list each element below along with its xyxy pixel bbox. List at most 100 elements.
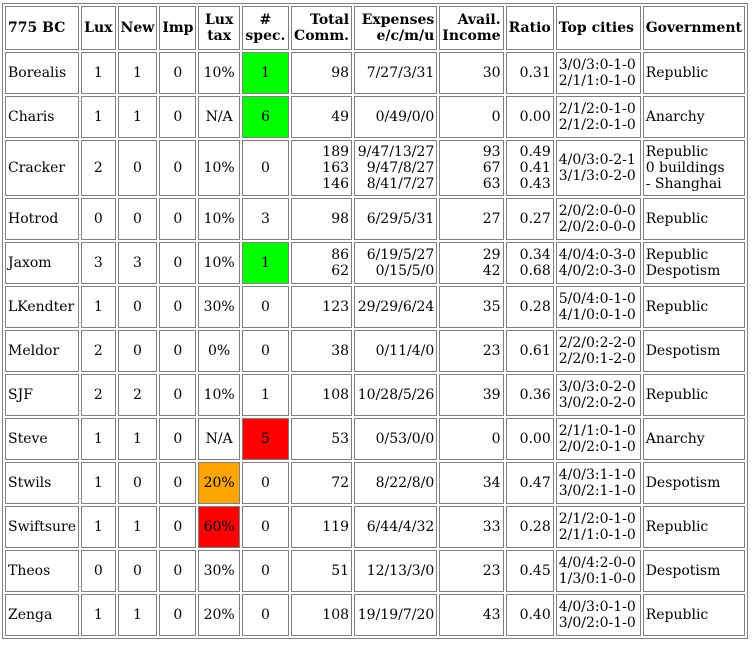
ratio-cell: 0.40 [505,594,554,636]
total-comm-cell: 38 [291,330,353,372]
top-cities-cell: 4/0/3:1-1-0 3/0/2:1-1-0 [555,462,641,504]
top-cities-cell-line: 3/0/2:0-2-0 [558,395,636,411]
lux-tax-cell: N/A [198,418,240,460]
lux-tax-cell: 0% [198,330,240,372]
header-lux-tax: Lux tax [198,6,240,50]
lux-cell: 1 [81,594,116,636]
avail-income-cell-line: 35 [482,299,501,315]
imp-cell: 0 [159,242,197,284]
total-comm-cell: 51 [291,550,353,592]
header-avail-income-line2: Income [442,28,501,44]
new-cell: 0 [117,330,158,372]
lux-tax-cell: 10% [198,374,240,416]
government-cell: Republic [642,198,745,240]
total-comm-cell-line: 49 [331,109,350,125]
new-cell: 1 [117,96,158,138]
government-cell: Republic [642,52,745,94]
top-cities-cell-line: 2/1/1:0-1-0 [558,73,636,89]
header-total-comm-line1: Total [310,12,350,28]
government-cell: Republic [642,374,745,416]
specialists-cell: 0 [241,550,290,592]
table-row: Theos 0 0 0 30% 0 51 12/13/3/0 23 0.45 4/0/4:2-0-0… [5,550,745,592]
new-cell: 2 [117,374,158,416]
total-comm-cell: 98 [291,52,353,94]
avail-income-cell: 43 [439,594,504,636]
avail-income-cell-line: 43 [482,607,501,623]
top-cities-cell-line: 5/0/4:0-1-0 [558,291,636,307]
top-cities-cell: 4/0/3:0-2-1 3/1/3:0-2-0 [555,140,641,196]
specialists-cell: 0 [241,462,290,504]
top-cities-cell-line: 2/0/2:0-1-0 [558,439,636,455]
table-row: Cracker 2 0 0 10% 0 189 163 146 9/47/13/27 9/47/8/… [5,140,745,196]
government-cell-line: - Shanghai [645,176,722,192]
specialists-cell: 1 [241,242,290,284]
government-cell: Republic [642,506,745,548]
top-cities-cell-line: 2/1/1:0-1-0 [558,527,636,543]
top-cities-cell-line: 3/0/3:0-1-0 [558,57,636,73]
table-body: Borealis 1 1 0 10% 1 98 7/27/3/31 30 0.31 3/0/3:0-… [5,52,745,636]
specialists-cell: 1 [241,52,290,94]
expenses-cell: 0/49/0/0 [354,96,438,138]
avail-income-cell-line: 42 [482,263,501,279]
new-cell: 0 [117,198,158,240]
avail-income-cell-line: 34 [482,475,501,491]
avail-income-cell-line: 63 [482,176,501,192]
expenses-cell-line: 0/49/0/0 [375,109,435,125]
total-comm-cell: 86 62 [291,242,353,284]
ratio-cell: 0.34 0.68 [505,242,554,284]
government-cell-line: 0 buildings [645,160,725,176]
expenses-cell-line: 6/29/5/31 [366,211,435,227]
avail-income-cell-line: 29 [482,247,501,263]
top-cities-cell: 2/2/0:2-2-0 2/2/0:1-2-0 [555,330,641,372]
government-cell-line: Republic [645,299,709,315]
player-name-cell: Theos [5,550,80,592]
top-cities-cell: 2/1/1:0-1-0 2/0/2:0-1-0 [555,418,641,460]
player-name-cell: Hotrod [5,198,80,240]
avail-income-cell: 39 [439,374,504,416]
player-name-cell: Zenga [5,594,80,636]
avail-income-cell: 0 [439,96,504,138]
player-name-cell: SJF [5,374,80,416]
specialists-cell: 0 [241,594,290,636]
avail-income-cell: 27 [439,198,504,240]
ratio-cell: 0.28 [505,286,554,328]
lux-tax-cell: 10% [198,52,240,94]
avail-income-cell: 35 [439,286,504,328]
header-avail-income-line1: Avail. [457,12,501,28]
total-comm-cell-line: 62 [331,263,350,279]
expenses-cell: 19/19/7/20 [354,594,438,636]
total-comm-cell-line: 86 [331,247,350,263]
ratio-cell: 0.00 [505,418,554,460]
avail-income-cell-line: 39 [482,387,501,403]
expenses-cell-line: 0/15/5/0 [375,263,435,279]
ratio-cell-line: 0.28 [519,299,551,315]
ratio-cell: 0.47 [505,462,554,504]
lux-tax-cell: 10% [198,140,240,196]
ratio-cell-line: 0.00 [519,431,551,447]
total-comm-cell: 53 [291,418,353,460]
specialists-cell: 1 [241,374,290,416]
ratio-cell: 0.61 [505,330,554,372]
total-comm-cell-line: 53 [331,431,350,447]
ratio-cell-line: 0.27 [519,211,551,227]
lux-cell: 1 [81,286,116,328]
top-cities-cell-line: 2/0/2:0-0-0 [558,203,636,219]
top-cities-cell-line: 3/0/2:1-1-0 [558,483,636,499]
top-cities-cell: 2/0/2:0-0-0 2/0/2:0-0-0 [555,198,641,240]
imp-cell: 0 [159,418,197,460]
top-cities-cell-line: 4/1/0:0-1-0 [558,307,636,323]
top-cities-cell-line: 2/1/2:0-1-0 [558,101,636,117]
header-top-cities: Top cities [555,6,641,50]
new-cell: 3 [117,242,158,284]
top-cities-cell: 5/0/4:0-1-0 4/1/0:0-1-0 [555,286,641,328]
ratio-cell-line: 0.47 [519,475,551,491]
lux-tax-cell: 20% [198,462,240,504]
government-cell: Despotism [642,550,745,592]
ratio-cell: 0.28 [505,506,554,548]
ratio-cell-line: 0.31 [519,65,551,81]
new-cell: 0 [117,140,158,196]
top-cities-cell-line: 1/3/0:1-0-0 [558,571,636,587]
new-cell: 0 [117,286,158,328]
total-comm-cell: 72 [291,462,353,504]
government-cell-line: Republic [645,387,709,403]
